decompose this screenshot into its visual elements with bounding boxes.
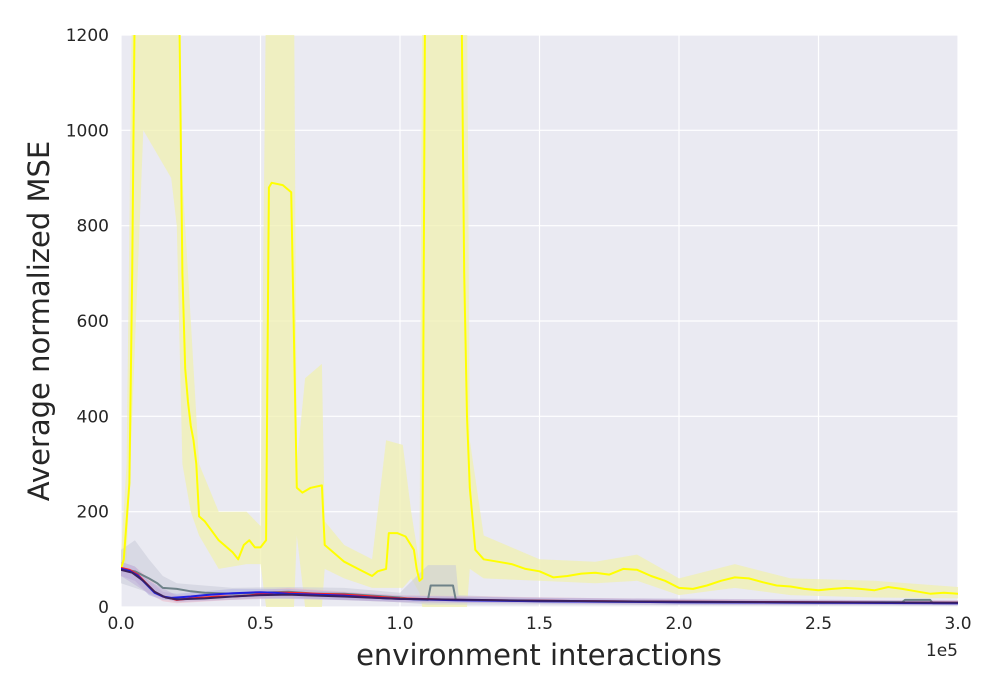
- y-tick-label: 1200: [66, 26, 109, 46]
- x-tick-label: 3.0: [944, 614, 971, 634]
- series-1-line: [121, 35, 958, 595]
- series-2-band: [121, 540, 958, 606]
- series-5-line: [121, 568, 958, 604]
- y-tick-label: 0: [98, 598, 109, 618]
- x-tick-label: 0.0: [107, 614, 134, 634]
- y-axis-label: Average normalized MSE: [22, 141, 56, 501]
- y-tick-label: 800: [77, 217, 109, 237]
- x-axis-label: environment interactions: [356, 638, 722, 672]
- x-offset-label: 1e5: [926, 641, 958, 661]
- y-tick-label: 1000: [66, 121, 109, 141]
- grid: [120, 34, 959, 608]
- x-tick-label: 1.0: [386, 614, 413, 634]
- series-lines: [121, 35, 958, 605]
- x-tick-label: 1.5: [526, 614, 553, 634]
- y-tick-label: 400: [77, 407, 109, 427]
- x-tick-label: 0.5: [247, 614, 274, 634]
- x-tick-label: 2.5: [805, 614, 832, 634]
- y-tick-label: 200: [77, 503, 109, 523]
- tick-labels: 0.0 0.5 1.0 1.5 2.0 2.5 3.0 0 200 400 600 800 1000 12…: [66, 26, 972, 634]
- series-1-band: [121, 35, 958, 607]
- x-tick-label: 2.0: [665, 614, 692, 634]
- y-tick-label: 600: [77, 312, 109, 332]
